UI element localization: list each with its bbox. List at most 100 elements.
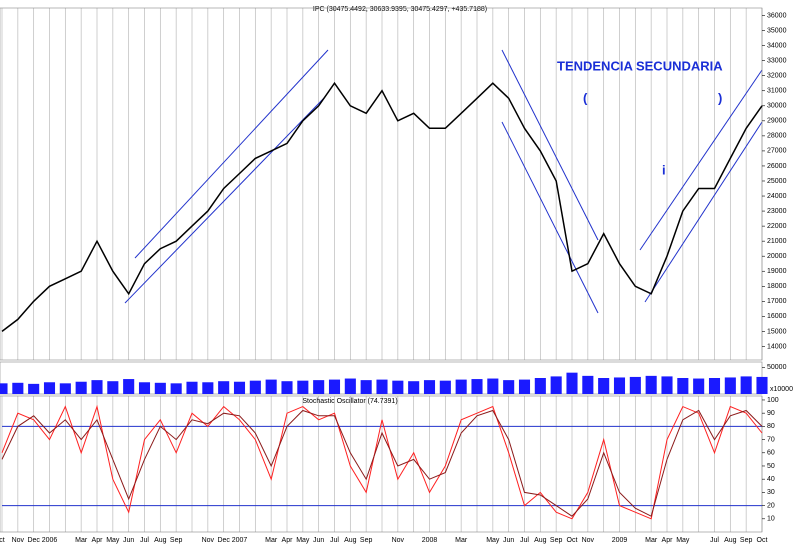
trend-line [134,49,329,259]
y-tick-label: 14000 [767,343,787,350]
bar [138,382,151,394]
annotation: ( [583,90,588,105]
bar [534,378,546,394]
x-tick-label: Jul [330,537,339,544]
bar [645,375,657,394]
x-tick-label: Apr [282,537,294,544]
chart-title: Stochastic Oscillator (74.7391) [302,398,397,405]
x-tick-label: Sep [740,537,753,544]
y-tick-label: 29000 [767,118,787,125]
y-tick-label: 17000 [767,298,787,305]
bar [170,383,182,394]
bar [28,383,40,394]
bar [661,376,673,394]
bar [376,379,388,394]
trend-line [501,121,599,314]
x-tick-label: Nov [202,537,215,544]
x-tick-label: Jul [140,537,149,544]
trend-line [501,49,599,241]
x-tick-label: Jul [710,537,719,544]
y-tick-label: 28000 [767,133,787,140]
x-tick-label: Apr [662,537,674,544]
x-tick-label: Aug [344,537,357,544]
bar [313,380,325,394]
bar [265,379,277,394]
x-tick-label: Nov [582,537,595,544]
y-tick-label: 90 [767,410,775,417]
y-tick-label: 35000 [767,27,787,34]
bar [550,376,562,394]
y-tick-label: 20 [767,502,775,509]
bar [503,380,515,394]
x-tick-label: Jul [520,537,529,544]
bar [487,378,499,394]
bar [756,376,768,394]
y-tick-label: 10 [767,516,775,523]
x-tick-label: Aug [534,537,547,544]
bar [154,382,166,394]
y-tick-label: 30 [767,489,775,496]
bar [107,381,119,394]
bar [123,379,135,394]
bar [613,377,626,394]
y-tick-label: 22000 [767,223,787,230]
bar [677,378,689,394]
chart-title: IPC (30475.4492, 30633.9395, 30475.4297,… [313,6,487,13]
y-tick-label: 32000 [767,73,787,80]
bar [408,381,420,394]
y-tick-label: 25000 [767,178,787,185]
x-tick-label: Jun [503,537,514,544]
bar [598,378,610,394]
y-tick-label: 21000 [767,238,787,245]
y-tick-label: 34000 [767,42,787,49]
x-tick-label: 2009 [612,537,628,544]
y-tick-label: 24000 [767,193,787,200]
y-tick-label: 19000 [767,268,787,275]
series-line [1,404,763,520]
x-tick-label: 2008 [422,537,438,544]
x-tick-label: Oct [567,537,578,544]
y-tick-label: 50 [767,463,775,470]
annotation: TENDENCIA SECUNDARIA [557,58,723,73]
x-tick-label: ct [0,537,5,544]
bar [518,379,531,394]
y-tick-label: 23000 [767,208,787,215]
x-tick-label: Aug [724,537,737,544]
y-tick-label: 20000 [767,253,787,260]
y-tick-label: 27000 [767,148,787,155]
x-tick-label: Sep [550,537,563,544]
bar [59,383,71,394]
bar [233,381,246,394]
x-tick-label: Jun [123,537,134,544]
x-tick-label: Oct [757,537,768,544]
bar [0,383,8,394]
x-tick-label: Mar [75,537,88,544]
bar [566,372,578,394]
y-tick-label: 30000 [767,103,787,110]
bar [740,376,752,394]
annotation: i [662,162,666,177]
bar [360,380,372,394]
annotation: ) [718,90,722,105]
bar [186,381,198,394]
y-tick-label: 60 [767,450,775,457]
bar [75,381,87,394]
bar [582,375,594,394]
y-tick-label: 33000 [767,57,787,64]
x-tick-label: May [106,537,120,544]
x-tick-label: Nov [12,537,25,544]
bar [439,380,451,394]
y-tick-label: 36000 [767,12,787,19]
bar [328,379,341,394]
x-tick-label: Sep [360,537,373,544]
x-tick-label: Apr [92,537,104,544]
x-tick-label: 2007 [232,537,248,544]
x-tick-label: May [296,537,310,544]
bar [202,382,214,394]
y-tick-label: 40 [767,476,775,483]
x-tick-label: Aug [154,537,167,544]
series-line [1,409,763,517]
x-tick-label: Mar [645,537,658,544]
